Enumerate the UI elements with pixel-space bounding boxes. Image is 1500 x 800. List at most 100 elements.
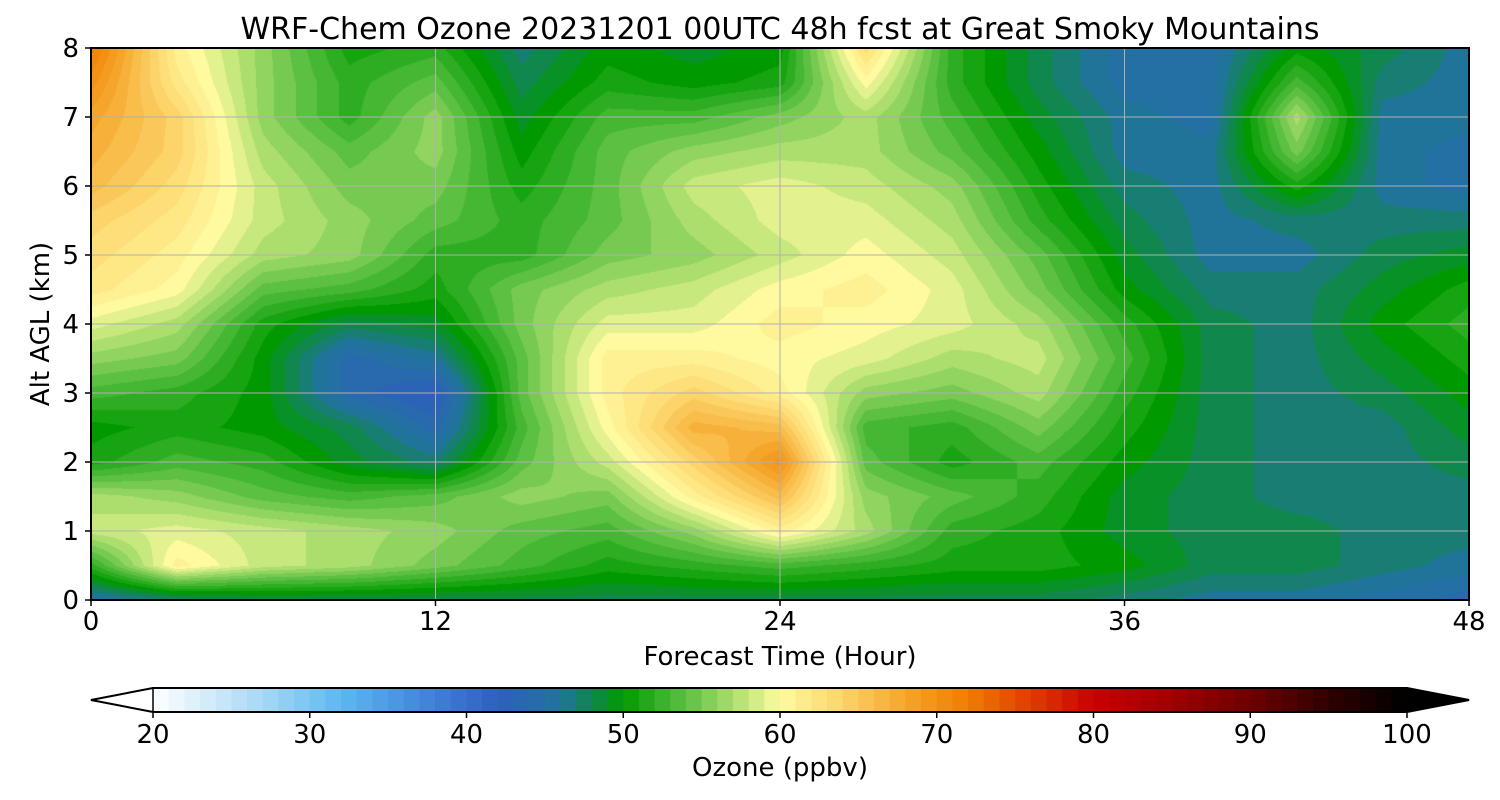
colorbar-swatch: [309, 688, 327, 712]
colorbar-swatch: [1375, 688, 1392, 712]
x-tick-label: 0: [83, 607, 100, 637]
colorbar-swatch: [780, 688, 797, 712]
colorbar-swatch: [1265, 688, 1283, 712]
x-axis-label: Forecast Time (Hour): [643, 642, 916, 672]
colorbar-swatch: [184, 688, 201, 712]
colorbar-swatch: [999, 688, 1016, 712]
colorbar-swatch: [247, 688, 264, 712]
colorbar-swatch: [921, 688, 938, 712]
colorbar-swatch: [936, 688, 954, 712]
colorbar-tick-label: 100: [1382, 720, 1432, 750]
colorbar-swatch: [529, 688, 546, 712]
colorbar-swatch: [1344, 688, 1361, 712]
colorbar-extend-high: [1406, 687, 1470, 713]
colorbar-swatch: [842, 688, 859, 712]
colorbar-swatch: [513, 688, 530, 712]
colorbar-swatch: [811, 688, 828, 712]
colorbar-swatch: [1124, 688, 1142, 712]
colorbar-swatch: [1250, 688, 1267, 712]
colorbar-label: Ozone (ppbv): [692, 753, 868, 783]
colorbar-swatch: [200, 688, 217, 712]
colorbar-swatch: [1077, 688, 1095, 712]
colorbar-swatch: [654, 688, 671, 712]
colorbar-swatch: [1218, 688, 1236, 712]
colorbar-swatch: [591, 688, 609, 712]
colorbar-swatch: [1312, 688, 1330, 712]
colorbar-swatch: [1140, 688, 1157, 712]
x-tick-label: 24: [763, 607, 796, 637]
colorbar-swatch: [717, 688, 734, 712]
colorbar-swatch: [1109, 688, 1126, 712]
colorbar-swatch: [325, 688, 342, 712]
colorbar-swatch: [795, 688, 812, 712]
colorbar-tick-label: 80: [1077, 720, 1110, 750]
colorbar-swatch: [560, 688, 577, 712]
colorbar-swatch: [1171, 688, 1189, 712]
x-tick-label: 12: [419, 607, 452, 637]
colorbar-tick-label: 70: [920, 720, 953, 750]
colorbar-swatch: [638, 688, 656, 712]
colorbar-tick-label: 30: [293, 720, 326, 750]
x-tick-label: 36: [1108, 607, 1141, 637]
colorbar-swatch: [1281, 688, 1298, 712]
colorbar-swatch: [1187, 688, 1204, 712]
y-tick-label: 6: [62, 172, 79, 202]
colorbar-swatch: [403, 688, 421, 712]
colorbar-swatch: [341, 688, 358, 712]
colorbar-swatch: [685, 688, 703, 712]
y-tick-label: 0: [62, 586, 79, 616]
colorbar-swatch: [1203, 688, 1220, 712]
colorbar-swatch: [231, 688, 248, 712]
colorbar-swatch: [1015, 688, 1032, 712]
colorbar-swatch: [168, 688, 185, 712]
colorbar-swatch: [889, 688, 906, 712]
colorbar-swatch: [372, 688, 389, 712]
colorbar-swatch: [764, 688, 781, 712]
y-axis-label: Alt AGL (km): [26, 242, 56, 406]
y-tick-label: 8: [62, 34, 79, 64]
colorbar-swatch: [874, 688, 891, 712]
colorbar-tick-label: 90: [1234, 720, 1267, 750]
colorbar: 20 30 40 50 60 70 80 90 100 Ozone (ppbv): [90, 687, 1470, 783]
y-tick-label: 2: [62, 448, 79, 478]
colorbar-swatch: [1359, 688, 1377, 712]
y-tick-label: 4: [62, 310, 79, 340]
colorbar-swatch: [262, 688, 279, 712]
colorbar-swatch: [968, 688, 985, 712]
colorbar-swatch: [748, 688, 765, 712]
colorbar-swatch: [607, 688, 624, 712]
y-tick-label: 3: [62, 379, 79, 409]
y-tick-label: 5: [62, 241, 79, 271]
colorbar-swatch: [419, 688, 436, 712]
colorbar-swatch: [1328, 688, 1345, 712]
colorbar-swatch: [1234, 688, 1251, 712]
colorbar-swatch: [623, 688, 640, 712]
colorbar-swatch: [1046, 688, 1063, 712]
x-axis-ticks: 0 12 24 36 48: [83, 600, 1486, 637]
colorbar-swatch: [905, 688, 922, 712]
colorbar-tick-label: 60: [763, 720, 796, 750]
colorbar-swatch: [388, 688, 405, 712]
colorbar-tick-label: 50: [607, 720, 640, 750]
colorbar-swatch: [1030, 688, 1048, 712]
colorbar-swatch: [701, 688, 718, 712]
colorbar-swatch: [576, 688, 593, 712]
colorbar-swatch: [294, 688, 311, 712]
colorbar-swatch: [952, 688, 969, 712]
colorbar-swatch: [858, 688, 875, 712]
colorbar-swatch: [1093, 688, 1110, 712]
colorbar-swatch: [278, 688, 295, 712]
colorbar-swatch: [153, 688, 170, 712]
x-tick-label: 48: [1452, 607, 1485, 637]
y-tick-label: 7: [62, 103, 79, 133]
colorbar-swatch: [670, 688, 687, 712]
colorbar-swatch: [1156, 688, 1173, 712]
colorbar-swatch: [435, 688, 452, 712]
chart-title: WRF-Chem Ozone 20231201 00UTC 48h fcst a…: [241, 12, 1320, 47]
colorbar-swatch: [732, 688, 750, 712]
plot-area: [90, 47, 1470, 601]
colorbar-tick-label: 40: [450, 720, 483, 750]
colorbar-swatch: [827, 688, 844, 712]
colorbar-swatch: [497, 688, 515, 712]
